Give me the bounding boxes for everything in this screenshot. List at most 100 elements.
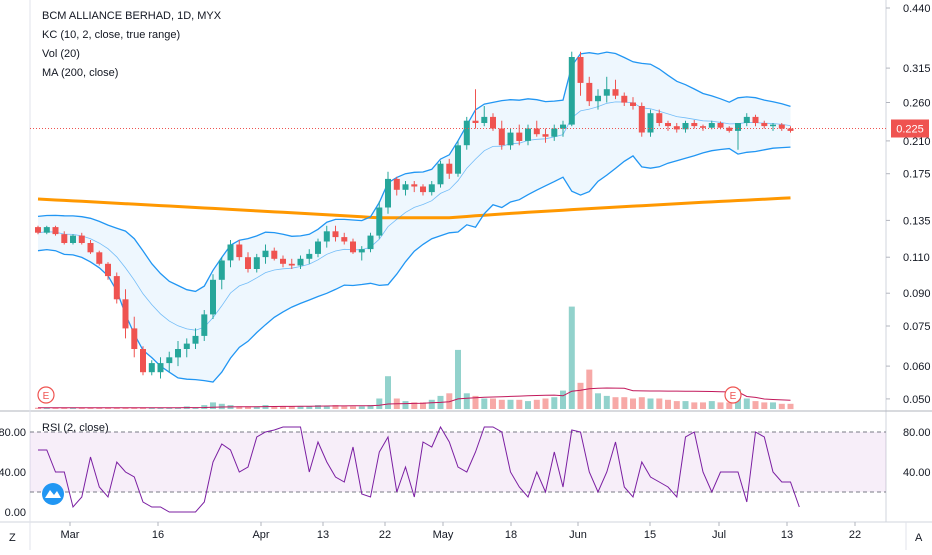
volume-bar: [402, 401, 409, 409]
earnings-marker-label: E: [730, 391, 737, 402]
volume-bar: [700, 402, 706, 409]
time-tick-label: Jun: [569, 529, 587, 541]
volume-bar: [498, 399, 505, 409]
volume-bars: [35, 306, 794, 410]
candle-body: [297, 258, 304, 266]
volume-bar: [43, 407, 50, 409]
candle-body: [700, 126, 706, 128]
candles: [35, 51, 794, 379]
candle-body: [376, 207, 383, 236]
volume-bar: [481, 398, 488, 409]
rsi-legend: RSI (2, close): [42, 422, 109, 434]
volume-bar: [192, 407, 199, 409]
volume-bar: [157, 407, 164, 409]
candle-body: [516, 132, 523, 141]
price-tick-label: 0.060: [903, 361, 931, 373]
volume-bar: [52, 407, 59, 409]
rsi-left-tick-label: 80.00: [0, 427, 26, 439]
indicator-vol[interactable]: Vol (20): [42, 48, 80, 60]
volume-bar: [533, 399, 540, 409]
candle-body: [78, 235, 85, 243]
rsi-right-tick-label: 80.00: [903, 427, 931, 439]
candle-body: [560, 124, 566, 129]
volume-bar: [96, 407, 103, 409]
volume-bar: [271, 406, 278, 409]
volume-bar: [778, 403, 785, 410]
volume-bar: [411, 402, 418, 409]
candle-body: [402, 184, 409, 190]
candle-body: [787, 128, 794, 131]
time-tick-label: 22: [379, 529, 391, 541]
candle-body: [227, 244, 234, 261]
candle-body: [157, 363, 164, 373]
volume-bar: [490, 398, 496, 409]
price-tick-label: 0.135: [903, 215, 931, 227]
volume-bar: [358, 406, 365, 409]
auto-scale-icon: A: [915, 532, 923, 544]
last-price-line: 0.225: [30, 119, 929, 138]
candle-body: [691, 123, 698, 127]
price-tick-label: 0.110: [903, 252, 930, 264]
candle-body: [245, 257, 251, 269]
candle-body: [218, 260, 225, 280]
time-tick-label: May: [433, 529, 454, 541]
volume-bar: [743, 398, 750, 409]
candle-body: [420, 186, 426, 193]
volume-bar: [78, 407, 85, 409]
candle-body: [358, 249, 365, 253]
volume-bar: [708, 401, 715, 409]
candle-body: [113, 276, 120, 300]
candle-body: [393, 178, 400, 190]
volume-bar: [236, 406, 243, 409]
candle-body: [490, 116, 496, 129]
candle-body: [463, 120, 470, 146]
last-price-badge: [891, 119, 929, 138]
volume-bar: [420, 402, 426, 409]
candle-body: [682, 123, 689, 130]
candle-body: [280, 258, 286, 264]
time-tick-label: Mar: [61, 529, 80, 541]
volume-bar: [35, 407, 41, 409]
time-tick-label: 16: [152, 529, 164, 541]
volume-bar: [682, 401, 689, 409]
candle-body: [411, 184, 418, 187]
candle-body: [621, 95, 628, 103]
volume-bar: [253, 406, 260, 409]
volume-bar: [245, 406, 251, 409]
candle-body: [568, 57, 575, 125]
volume-bar: [113, 407, 120, 409]
price-tick-label: 0.090: [903, 288, 931, 300]
candle-body: [551, 128, 558, 137]
volume-bar: [560, 390, 566, 409]
candle-body: [743, 116, 750, 123]
candle-body: [595, 95, 601, 102]
candle-body: [673, 126, 680, 130]
candle-body: [630, 102, 636, 106]
volume-ma-line: [38, 387, 791, 409]
candle-body: [148, 363, 155, 373]
candle-body: [577, 57, 584, 83]
price-tick-label: 0.260: [903, 98, 931, 110]
volume-bar: [332, 405, 339, 409]
candle-body: [525, 128, 531, 141]
indicator-kc[interactable]: KC (10, 2, close, true range): [42, 29, 181, 41]
candle-body: [192, 335, 199, 344]
earnings-marker-icon: [37, 386, 55, 404]
volume-bar: [210, 402, 216, 409]
indicator-ma[interactable]: MA (200, close): [42, 67, 119, 79]
moving-average: [37, 196, 791, 220]
volume-bar: [376, 398, 383, 409]
candle-body: [437, 163, 444, 185]
time-tick-label: 13: [781, 529, 793, 541]
time-tick-label: Jul: [712, 529, 726, 541]
volume-bar: [280, 406, 286, 409]
candle-body: [35, 227, 41, 233]
candle-body: [367, 235, 374, 250]
volume-bar: [507, 399, 514, 409]
candle-body: [122, 299, 129, 329]
